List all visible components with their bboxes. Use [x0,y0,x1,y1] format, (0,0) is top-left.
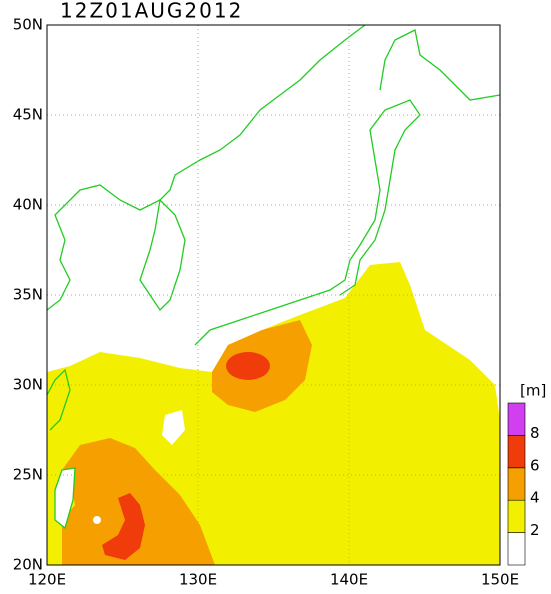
x-tick-label: 140E [330,571,368,589]
coastline [139,198,186,312]
colorbar-unit: [m] [520,382,546,400]
y-tick-label: 30N [13,376,43,394]
map-title: 12Z01AUG2012 [60,0,243,23]
wave-field [47,262,500,565]
white-patch [93,516,101,524]
y-tick-label: 25N [13,466,43,484]
red-region-e [226,352,270,380]
colorbar-segment [507,467,526,501]
map-frame [46,24,501,566]
colorbar-segment [507,435,526,469]
x-tick-label: 130E [179,571,217,589]
red-region-sw [102,493,145,560]
coastline [194,99,421,346]
coastline [46,368,71,431]
colorbar-segment [507,532,526,566]
y-tick-label: 35N [13,286,43,304]
white-patch [162,410,185,445]
colorbar-label: 8 [530,424,540,442]
taiwan [55,468,75,528]
y-tick-label: 50N [13,16,43,34]
orange-region-sw [62,438,215,565]
x-tick-label: 150E [481,571,519,589]
y-tick-label: 45N [13,106,43,124]
axis-labels: 120E 130E 140E 150E 20N 25N 30N 35N 40N 45N 50N [13,16,519,589]
colorbar-segment [507,499,526,533]
coastline [54,467,76,530]
colorbar: 2 4 6 8 [m] [507,382,546,566]
coastlines [46,24,501,530]
y-tick-label: 20N [13,556,43,574]
coastline [379,29,501,101]
y-tick-label: 40N [13,196,43,214]
colorbar-label: 4 [530,489,540,507]
colorbar-label: 6 [530,456,540,474]
x-tick-label: 120E [28,571,66,589]
colorbar-segment [507,402,526,436]
coastline [46,24,366,311]
colorbar-label: 2 [530,521,540,539]
